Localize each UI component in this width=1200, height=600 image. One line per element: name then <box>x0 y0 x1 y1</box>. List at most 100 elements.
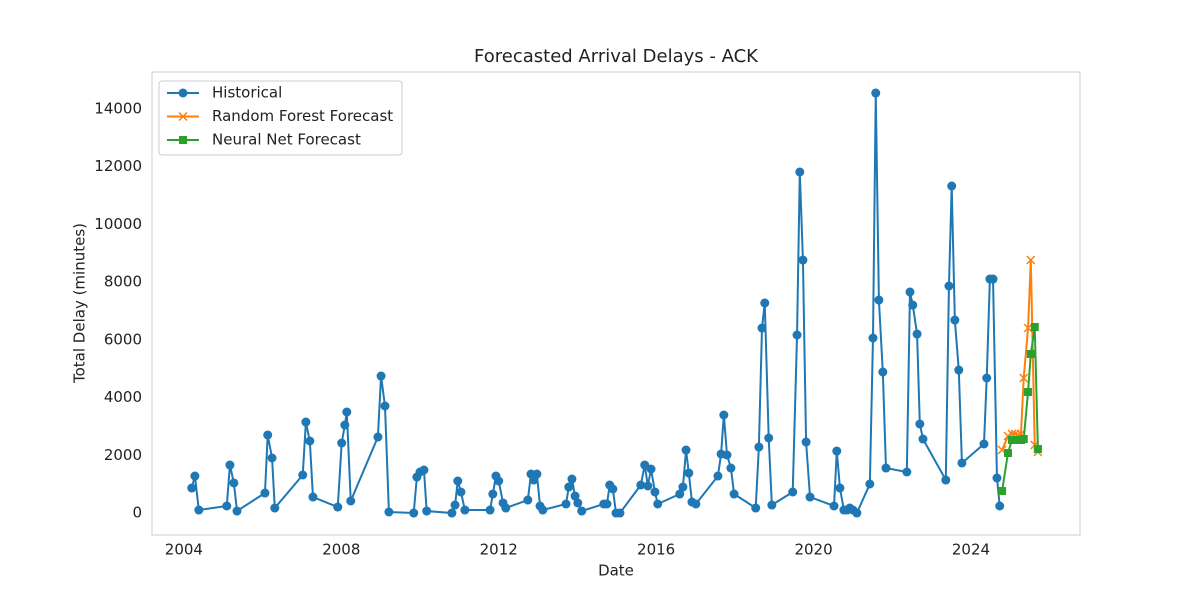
point <box>678 482 688 492</box>
point <box>602 499 612 509</box>
point <box>494 476 504 486</box>
y-tick-label: 4000 <box>104 388 142 406</box>
point <box>874 295 884 305</box>
point <box>979 439 989 449</box>
point <box>532 469 542 479</box>
legend-marker <box>178 88 188 98</box>
point <box>760 298 770 308</box>
point <box>912 329 922 339</box>
point <box>447 508 457 518</box>
point <box>1033 444 1042 453</box>
point <box>1024 387 1033 396</box>
point <box>538 505 548 515</box>
point <box>767 500 777 510</box>
point <box>1003 449 1012 458</box>
point <box>187 483 197 493</box>
y-tick-label: 6000 <box>104 330 142 348</box>
y-axis-label: Total Delay (minutes) <box>71 223 89 384</box>
point <box>675 489 685 499</box>
point <box>868 333 878 343</box>
point <box>798 255 808 265</box>
point <box>805 492 815 502</box>
point <box>501 503 511 513</box>
point <box>757 323 767 333</box>
point <box>829 501 839 511</box>
point <box>852 508 862 518</box>
point <box>1026 255 1036 265</box>
point <box>751 503 761 513</box>
point <box>384 507 394 517</box>
point <box>337 438 347 448</box>
point <box>419 465 429 475</box>
point <box>564 482 574 492</box>
point <box>801 437 811 447</box>
x-tick-label: 2008 <box>322 541 360 559</box>
y-tick-label: 0 <box>132 504 142 522</box>
point <box>222 501 232 511</box>
y-tick-label: 12000 <box>94 157 142 175</box>
point <box>992 473 1002 483</box>
point <box>608 484 618 494</box>
point <box>194 505 204 515</box>
point <box>681 445 691 455</box>
legend-label: Random Forest Forecast <box>212 107 393 125</box>
point <box>832 446 842 456</box>
y-tick-label: 10000 <box>94 215 142 233</box>
point <box>643 481 653 491</box>
point <box>691 499 701 509</box>
point <box>573 498 583 508</box>
x-tick-label: 2004 <box>165 541 203 559</box>
x-axis-label: Date <box>598 562 634 580</box>
point <box>409 508 419 518</box>
point <box>954 365 964 375</box>
point <box>878 367 888 377</box>
point <box>577 506 587 516</box>
point <box>615 508 625 518</box>
point <box>754 442 764 452</box>
point <box>995 501 1005 511</box>
legend-marker <box>178 111 188 122</box>
legend-box <box>158 80 403 156</box>
point <box>950 315 960 325</box>
point <box>523 495 533 505</box>
y-tick-label: 8000 <box>104 273 142 291</box>
point <box>301 417 311 427</box>
point <box>422 506 432 516</box>
point <box>944 281 954 291</box>
point <box>488 489 498 499</box>
point <box>460 505 470 515</box>
point <box>918 434 928 444</box>
point <box>340 420 350 430</box>
point <box>684 468 694 478</box>
point <box>729 489 739 499</box>
point <box>333 502 343 512</box>
point <box>1019 435 1028 444</box>
y-tick-label: 14000 <box>94 99 142 117</box>
point <box>346 496 356 506</box>
legend-label: Neural Net Forecast <box>212 131 361 149</box>
point <box>650 487 660 497</box>
point <box>373 432 383 442</box>
legend: Historical Random Forest Forecast Neural N… <box>158 80 403 156</box>
point <box>941 475 951 485</box>
point <box>453 476 463 486</box>
point <box>947 181 957 191</box>
point <box>653 499 663 509</box>
point <box>726 463 736 473</box>
series-line <box>190 92 1001 515</box>
point <box>229 478 239 488</box>
chart-title: Forecasted Arrival Delays - ACK <box>474 46 759 67</box>
point <box>485 505 495 515</box>
point <box>342 407 352 417</box>
point <box>835 483 845 493</box>
point <box>915 419 925 429</box>
point <box>225 460 235 470</box>
point <box>998 487 1007 496</box>
point <box>298 470 308 480</box>
point <box>719 410 729 420</box>
point <box>764 433 774 443</box>
point <box>988 274 998 284</box>
point <box>792 330 802 340</box>
